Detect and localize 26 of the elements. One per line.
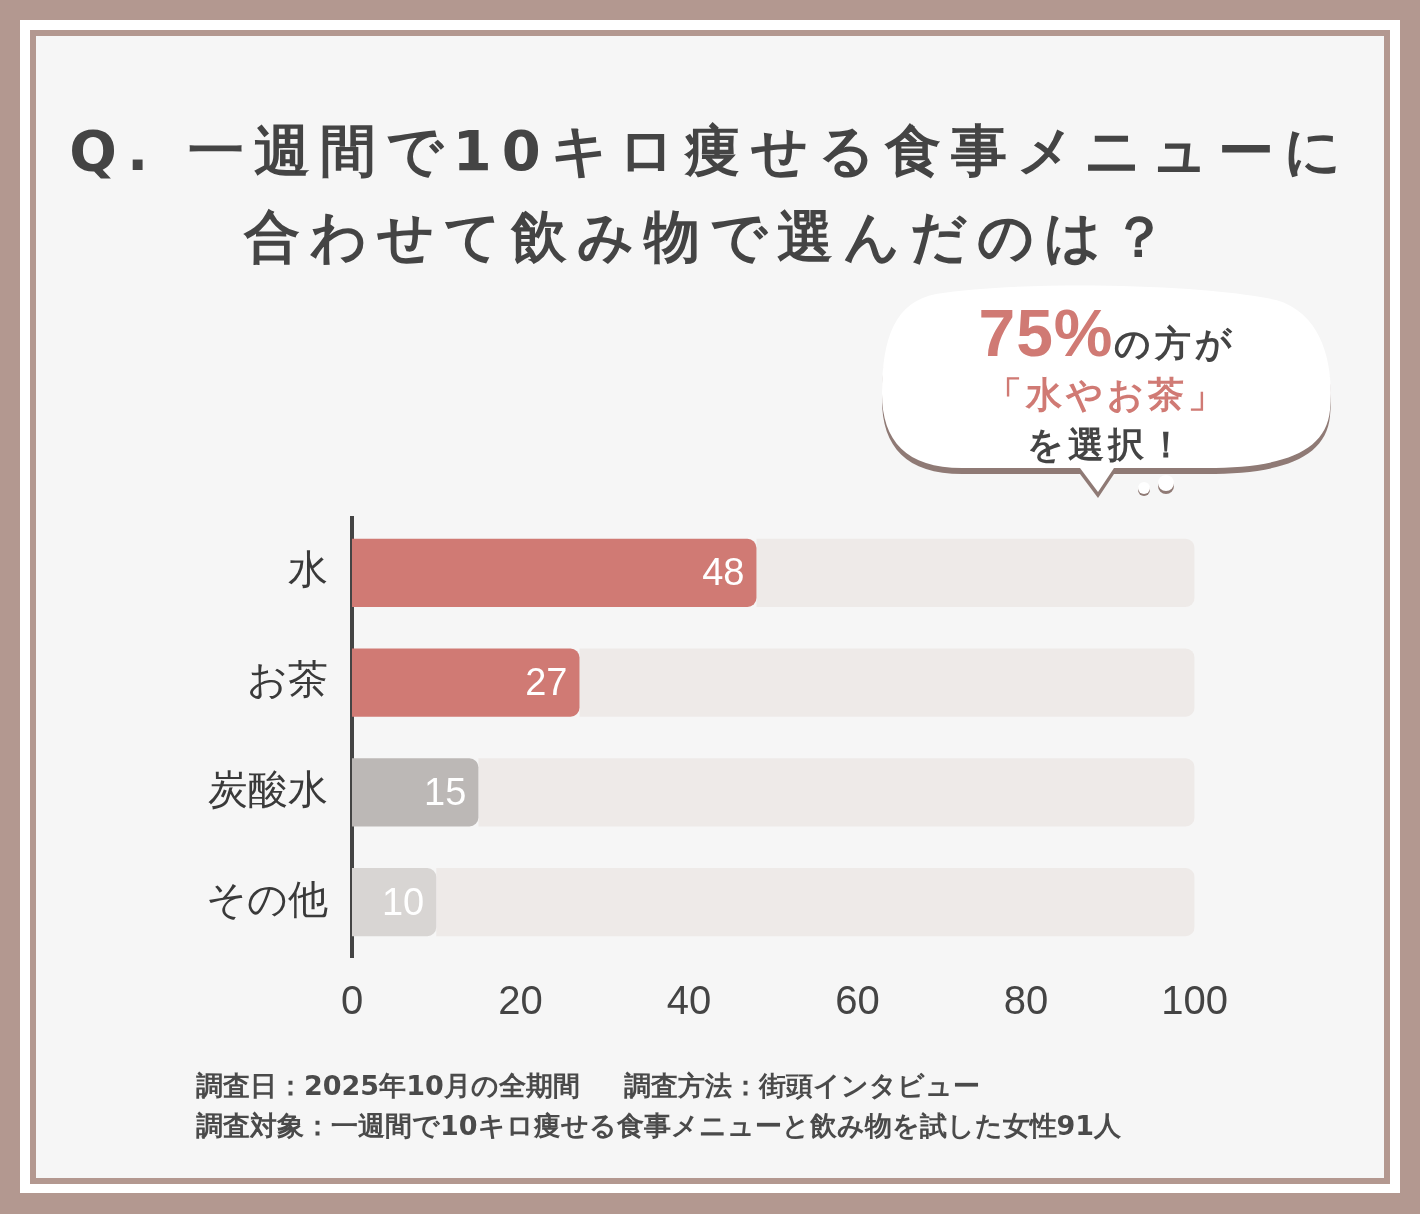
x-tick-label: 40 <box>666 978 712 1023</box>
x-tick-label: 0 <box>340 978 364 1023</box>
x-tick-label: 100 <box>1161 978 1229 1023</box>
text: 調査対象：一週間で10キロ痩せる食事メニューと飲み物を試した女性91人 <box>196 1109 1122 1143</box>
bar <box>352 648 580 717</box>
x-tick-label: 80 <box>1003 978 1049 1023</box>
text: 調査方法：街頭インタビュー <box>623 1069 980 1103</box>
y-tick-label: 水 <box>288 546 328 593</box>
bar <box>352 538 757 607</box>
y-tick-label: 炭酸水 <box>208 765 328 812</box>
bar <box>352 758 479 827</box>
y-tick-label: お茶 <box>247 656 328 703</box>
chart-title: Q. 一週間で10キロ痩せる食事メニューに合わせて飲み物で選んだのは？ <box>68 117 1352 271</box>
data-label: 15 <box>424 770 467 813</box>
bar <box>352 868 437 937</box>
x-tick-label: 60 <box>835 978 880 1023</box>
text: 調査日：2025年10月の全期間 <box>196 1069 580 1103</box>
y-tick-label: その他 <box>206 875 328 922</box>
bar <box>579 648 1195 717</box>
x-tick-label: 20 <box>498 978 543 1023</box>
bar <box>436 868 1195 937</box>
data-label: 48 <box>702 551 745 594</box>
text: 75%の方が「水やお茶」を選択！ <box>978 296 1236 465</box>
bar <box>756 538 1195 607</box>
bar <box>478 758 1195 827</box>
data-label: 27 <box>525 661 568 704</box>
